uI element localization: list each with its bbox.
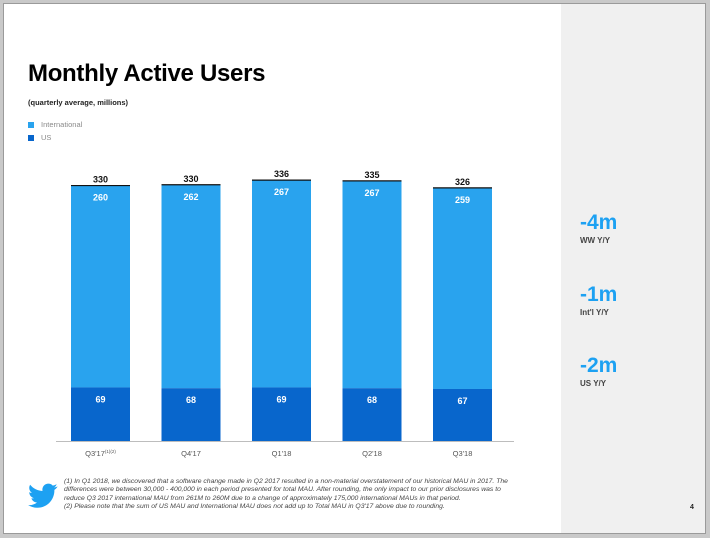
legend-label-us: US bbox=[41, 133, 52, 142]
legend-swatch-international bbox=[28, 121, 34, 128]
x-tick-label: Q3'18 bbox=[453, 449, 473, 458]
x-tick-label: Q4'17 bbox=[181, 449, 201, 458]
bar-us bbox=[252, 387, 311, 441]
data-label-total: 330 bbox=[93, 175, 108, 185]
data-label-international: 259 bbox=[455, 195, 470, 205]
data-label-international: 267 bbox=[274, 187, 289, 197]
x-tick-label: Q1'18 bbox=[272, 449, 292, 458]
data-label-total: 336 bbox=[274, 169, 289, 179]
footnotes: (1) In Q1 2018, we discovered that a sof… bbox=[64, 478, 514, 512]
data-label-us: 69 bbox=[276, 394, 286, 404]
metric-us-value: -2m bbox=[580, 354, 618, 377]
bar-international bbox=[342, 180, 402, 389]
bar-us bbox=[433, 388, 492, 441]
legend-label-international: International bbox=[41, 120, 83, 129]
data-label-us: 67 bbox=[457, 396, 467, 406]
legend-swatch-us bbox=[28, 134, 34, 141]
x-tick-label: Q2'18 bbox=[362, 449, 382, 458]
x-tick-superscript: (1)(2) bbox=[105, 449, 117, 454]
data-label-us: 68 bbox=[367, 395, 377, 405]
data-label-international: 262 bbox=[183, 192, 198, 202]
twitter-bird-icon bbox=[28, 483, 58, 508]
metric-ww-value: -4m bbox=[580, 211, 618, 234]
metric-intl-value: -1m bbox=[580, 283, 618, 306]
metric-us: -2m US Y/Y bbox=[580, 354, 618, 389]
data-label-international: 260 bbox=[93, 193, 108, 203]
page-title: Monthly Active Users bbox=[28, 60, 266, 87]
bar-international bbox=[161, 184, 221, 389]
x-tick-label: Q3'17(1)(2) bbox=[85, 449, 116, 458]
bar-international bbox=[71, 185, 130, 388]
bar-us bbox=[71, 387, 130, 441]
metric-ww: -4m WW Y/Y bbox=[580, 211, 618, 246]
footnote-1: (1) In Q1 2018, we discovered that a sof… bbox=[64, 478, 508, 502]
legend-item-international: International bbox=[28, 118, 82, 131]
data-label-us: 68 bbox=[186, 395, 196, 405]
stacked-bar-chart: 330 260 69 Q3'17(1)(2) 330 262 68 Q4'17 336 267 69… bbox=[56, 169, 514, 458]
data-label-us: 69 bbox=[95, 394, 105, 404]
metric-intl: -1m Int'l Y/Y bbox=[580, 283, 618, 318]
data-label-total: 335 bbox=[364, 170, 379, 180]
metric-ww-label: WW Y/Y bbox=[580, 236, 611, 245]
data-label-total: 330 bbox=[183, 174, 198, 184]
page-number: 4 bbox=[690, 504, 694, 511]
bar-international bbox=[433, 187, 492, 389]
metric-us-label: US Y/Y bbox=[580, 379, 607, 388]
bar-us bbox=[161, 388, 221, 441]
bar-international bbox=[252, 180, 311, 388]
footnote-2: (2) Please note that the sum of US MAU a… bbox=[64, 503, 445, 511]
data-label-international: 267 bbox=[364, 188, 379, 198]
data-label-total: 326 bbox=[455, 177, 470, 187]
bar-us bbox=[342, 388, 402, 441]
page-subtitle: (quarterly average, millions) bbox=[28, 98, 129, 107]
chart-legend: International US bbox=[28, 118, 82, 144]
side-panel bbox=[561, 4, 705, 533]
legend-item-us: US bbox=[28, 131, 82, 144]
metric-intl-label: Int'l Y/Y bbox=[580, 308, 609, 317]
slide: Monthly Active Users (quarterly average,… bbox=[3, 3, 706, 534]
